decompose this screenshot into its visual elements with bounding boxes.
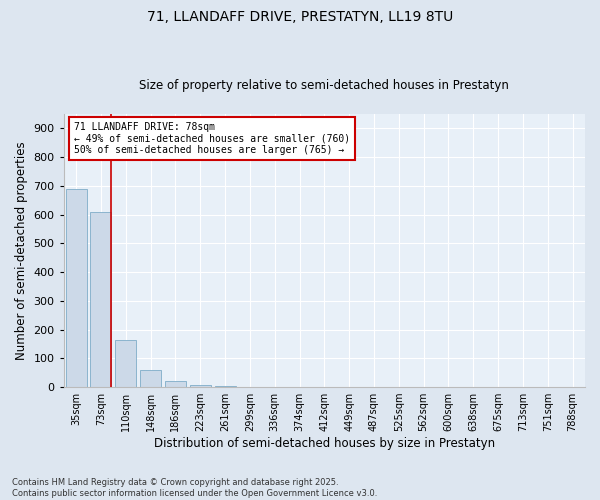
Text: Contains HM Land Registry data © Crown copyright and database right 2025.
Contai: Contains HM Land Registry data © Crown c…: [12, 478, 377, 498]
Y-axis label: Number of semi-detached properties: Number of semi-detached properties: [15, 141, 28, 360]
Bar: [115, 340, 136, 387]
Text: 71, LLANDAFF DRIVE, PRESTATYN, LL19 8TU: 71, LLANDAFF DRIVE, PRESTATYN, LL19 8TU: [147, 10, 453, 24]
Bar: [165, 382, 186, 387]
Bar: [215, 386, 236, 387]
Bar: [91, 212, 112, 387]
Bar: [190, 385, 211, 387]
Title: Size of property relative to semi-detached houses in Prestatyn: Size of property relative to semi-detach…: [139, 79, 509, 92]
Text: 71 LLANDAFF DRIVE: 78sqm
← 49% of semi-detached houses are smaller (760)
50% of : 71 LLANDAFF DRIVE: 78sqm ← 49% of semi-d…: [74, 122, 350, 156]
Bar: [65, 188, 86, 387]
X-axis label: Distribution of semi-detached houses by size in Prestatyn: Distribution of semi-detached houses by …: [154, 437, 495, 450]
Bar: [140, 370, 161, 387]
